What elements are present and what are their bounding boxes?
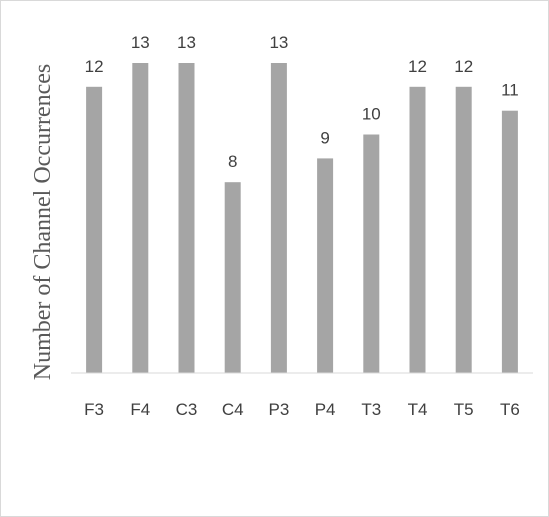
bar-p3 <box>270 63 287 373</box>
x-tick-label-t4: T4 <box>408 400 428 419</box>
x-tick-label-t6: T6 <box>500 400 520 419</box>
bar-p4 <box>317 158 334 373</box>
bar-c3 <box>178 63 195 373</box>
value-label-p4: 9 <box>320 128 329 147</box>
value-label-t3: 10 <box>362 105 381 124</box>
y-axis-label: Number of Channel Occurrences <box>30 64 56 381</box>
x-tick-label-p4: P4 <box>315 400 336 419</box>
x-tick-labels-group: F3 F4 C3 C4 P3 P4 T3 T4 T5 T6 <box>84 400 520 419</box>
bar-c4 <box>224 182 241 373</box>
value-label-c3: 13 <box>177 33 196 52</box>
x-tick-label-t3: T3 <box>361 400 381 419</box>
bar-t4 <box>409 86 426 374</box>
bar-f4 <box>132 63 149 373</box>
x-tick-label-c4: C4 <box>222 400 244 419</box>
x-tick-label-f3: F3 <box>84 400 104 419</box>
value-label-t5: 12 <box>454 57 473 76</box>
value-label-f4: 13 <box>131 33 150 52</box>
bar-f3 <box>86 86 103 374</box>
value-label-f3: 12 <box>85 57 104 76</box>
bars-group <box>86 63 518 374</box>
x-tick-label-f4: F4 <box>130 400 150 419</box>
value-label-t4: 12 <box>408 57 427 76</box>
value-labels-group: 12 13 13 8 13 9 10 12 12 11 <box>85 33 519 171</box>
value-label-p3: 13 <box>269 33 288 52</box>
value-label-c4: 8 <box>228 152 237 171</box>
bar-t3 <box>363 134 380 373</box>
x-tick-label-p3: P3 <box>269 400 290 419</box>
bar-t6 <box>501 110 518 373</box>
x-tick-label-t5: T5 <box>454 400 474 419</box>
bar-t5 <box>455 86 472 374</box>
value-label-t6: 11 <box>501 81 519 100</box>
x-tick-label-c3: C3 <box>176 400 198 419</box>
